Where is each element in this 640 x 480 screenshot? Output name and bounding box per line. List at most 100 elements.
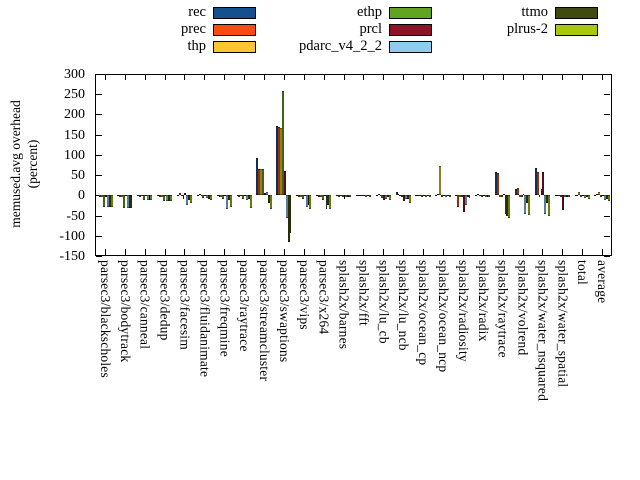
bar-thp <box>339 195 342 197</box>
bar-prec <box>158 195 161 197</box>
bar-prec <box>218 195 221 197</box>
y-tick-mark-left <box>96 175 102 177</box>
x-tick-mark-top <box>303 75 305 80</box>
x-tick-mark-top <box>264 75 266 80</box>
x-tick-mark-top <box>104 75 106 80</box>
bar-pdarc_v4_2_2 <box>524 195 527 214</box>
y-tick-label: 200 <box>64 107 85 123</box>
bar-prcl <box>144 195 147 197</box>
bar-prec <box>377 193 380 196</box>
legend-label: rec <box>188 4 206 20</box>
x-tick-label: splash2x/barnes <box>336 260 352 350</box>
x-tick-label: parsec3/dedup <box>157 260 173 341</box>
bar-rec <box>97 195 100 197</box>
bar-pdarc_v4_2_2 <box>444 195 447 198</box>
bar-ethp <box>361 195 364 197</box>
x-tick-mark-top <box>383 75 385 80</box>
bar-rec <box>216 195 219 197</box>
legend-label: pdarc_v4_2_2 <box>299 38 382 54</box>
bar-prec <box>596 194 599 196</box>
bar-plrus-2 <box>468 195 471 198</box>
x-tick-mark-bottom <box>602 249 604 255</box>
bar-ethp <box>122 195 125 209</box>
x-tick-mark-bottom <box>144 249 146 255</box>
bar-ttmo <box>407 195 409 199</box>
bar-thp <box>299 195 302 197</box>
bar-prec <box>178 192 181 196</box>
bar-pdarc_v4_2_2 <box>385 195 388 200</box>
bar-prec <box>437 194 440 196</box>
bar-ttmo <box>605 195 608 199</box>
bar-prec <box>278 126 281 196</box>
bar-prcl <box>244 195 247 197</box>
bar-prcl <box>442 194 445 196</box>
bar-prec <box>496 173 499 196</box>
bar-ttmo <box>327 195 330 206</box>
bar-pdarc_v4_2_2 <box>464 195 467 206</box>
bar-ttmo <box>267 195 270 204</box>
x-tick-label: splash2x/radix <box>475 260 491 342</box>
bar-rec <box>574 194 577 196</box>
bar-rec <box>415 195 418 197</box>
bar-thp <box>240 195 243 197</box>
bar-thp <box>399 195 402 197</box>
bar-thp <box>518 195 521 197</box>
bar-ttmo <box>526 195 529 204</box>
bar-prec <box>516 188 519 196</box>
bar-ttmo <box>228 195 230 201</box>
bar-plrus-2 <box>488 195 491 198</box>
x-tick-mark-bottom <box>104 249 106 255</box>
x-tick-mark-bottom <box>423 249 425 255</box>
bar-ethp <box>142 195 145 201</box>
bar-prcl <box>323 195 326 197</box>
x-tick-label: parsec3/vips <box>296 260 312 330</box>
bar-pdarc_v4_2_2 <box>584 195 586 198</box>
bar-prec <box>556 195 559 197</box>
bar-thp <box>220 195 223 197</box>
bar-pdarc_v4_2_2 <box>504 195 507 214</box>
bar-prcl <box>343 195 346 199</box>
legend-swatch <box>389 40 432 53</box>
bar-thp <box>260 169 263 196</box>
bar-thp <box>459 195 461 197</box>
bar-prcl <box>303 195 306 197</box>
legend-label: ttmo <box>521 4 548 20</box>
bar-rec <box>256 157 259 196</box>
bar-ttmo <box>367 195 370 197</box>
y-tick-label: 0 <box>78 188 85 204</box>
bar-ttmo <box>168 195 171 202</box>
bar-ethp <box>222 195 225 200</box>
bar-prec <box>99 195 102 198</box>
bar-prcl <box>184 193 187 196</box>
x-tick-label: parsec3/canneal <box>137 260 153 350</box>
bar-thp <box>140 195 143 197</box>
x-tick-mark-bottom <box>184 249 186 255</box>
legend-item-ethp: ethp <box>252 4 432 21</box>
legend-swatch <box>555 23 598 36</box>
bar-pdarc_v4_2_2 <box>166 195 169 202</box>
x-tick-mark-top <box>283 75 285 80</box>
bar-pdarc_v4_2_2 <box>246 195 248 201</box>
bar-prcl <box>363 194 366 196</box>
y-tick-mark-right <box>604 154 610 156</box>
x-tick-label: total <box>575 260 591 285</box>
bar-thp <box>578 192 581 196</box>
bar-rec <box>534 167 537 196</box>
bar-rec <box>176 194 179 196</box>
bar-prcl <box>502 194 505 196</box>
legend-item-rec: rec <box>88 4 256 21</box>
x-tick-mark-top <box>144 75 146 80</box>
x-tick-mark-bottom <box>442 249 444 255</box>
x-tick-mark-top <box>542 75 544 80</box>
bar-pdarc_v4_2_2 <box>305 195 308 207</box>
bar-ethp <box>321 195 324 201</box>
x-tick-mark-bottom <box>482 249 484 255</box>
bar-thp <box>160 195 163 197</box>
bar-rec <box>156 195 159 197</box>
y-tick-label: -150 <box>59 249 85 264</box>
legend-item-prcl: prcl <box>252 21 432 38</box>
x-tick-mark-top <box>244 75 246 80</box>
bar-pdarc_v4_2_2 <box>544 195 547 214</box>
x-tick-mark-bottom <box>244 249 246 255</box>
x-tick-mark-top <box>442 75 444 80</box>
